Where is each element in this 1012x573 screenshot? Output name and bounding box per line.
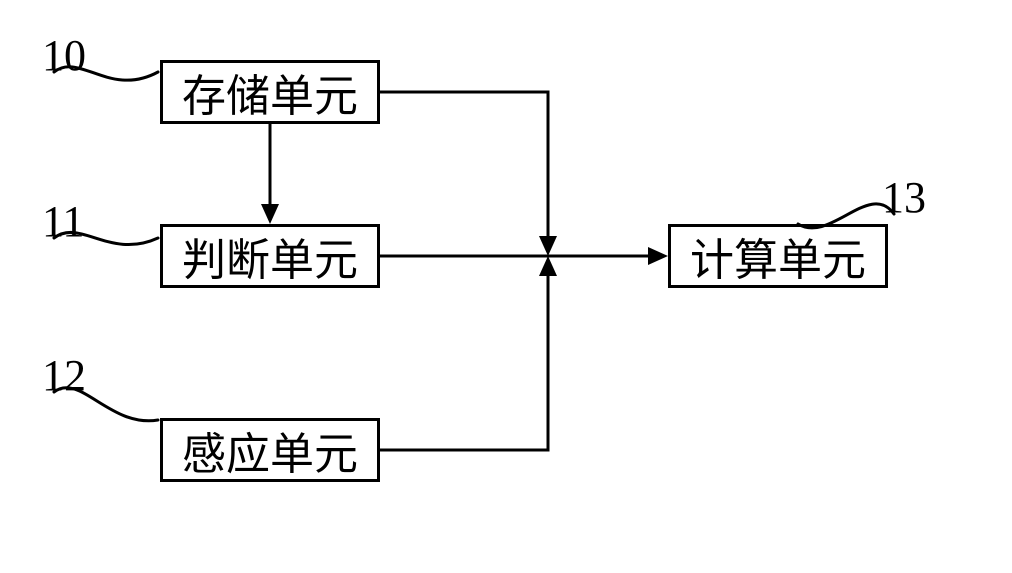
diagram-canvas: 存储单元 判断单元 感应单元 计算单元 10 11 12 13 [0,0,1012,573]
leader-lines [0,0,1012,573]
